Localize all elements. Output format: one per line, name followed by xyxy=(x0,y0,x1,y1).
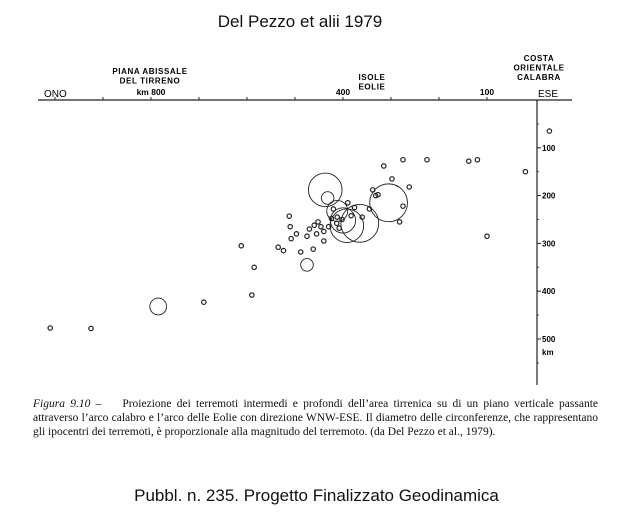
hypocenter-point xyxy=(88,325,94,332)
hypocenter-point xyxy=(249,292,255,298)
hypocenter-point xyxy=(320,228,327,235)
x-tick-label: 400 xyxy=(336,87,350,97)
x-tick-label: km 800 xyxy=(137,87,166,97)
hypocenter-point xyxy=(313,231,320,237)
hypocenter-point xyxy=(310,246,317,252)
y-tick-label: 300 xyxy=(542,239,556,248)
hypocenter-point xyxy=(380,163,387,169)
hypocenter-point xyxy=(286,213,293,219)
hypocenter-point xyxy=(369,183,408,223)
x-tick-label: 100 xyxy=(480,87,494,97)
hypocenter-point xyxy=(280,247,287,254)
caption-text: Proiezione dei terremoti intermedi e pro… xyxy=(33,398,599,438)
hypocenter-point xyxy=(424,156,430,163)
direction-left-label: ONO xyxy=(44,89,67,100)
hypocenter-point xyxy=(333,220,340,227)
footer-title: Pubbl. n. 235. Progetto Finalizzato Geod… xyxy=(134,486,499,505)
hypocenter-point xyxy=(334,214,341,220)
hypocenter-point xyxy=(400,156,406,163)
hypocenter-point xyxy=(406,184,413,190)
hypocenter-point xyxy=(400,203,406,209)
hypocenter-point xyxy=(300,258,314,272)
hypocenter-point xyxy=(238,242,245,249)
hypocenter-point xyxy=(396,219,403,225)
y-tick-label: 500 xyxy=(542,335,556,344)
hypocenter-point xyxy=(344,199,351,206)
hypocenter-point xyxy=(297,249,304,255)
region-label: EOLIE xyxy=(358,83,385,92)
caption-figure-number: Figura 9.10 – xyxy=(33,398,102,410)
hypocenter-point xyxy=(339,216,345,223)
hypocenter-point xyxy=(306,226,313,232)
y-tick-label: 100 xyxy=(542,144,556,153)
hypocenter-point xyxy=(348,212,354,219)
figure-caption: Figura 9.10 – Proiezione dei terremoti i… xyxy=(33,397,598,439)
y-unit-label: km xyxy=(542,348,554,357)
hypocenter-point xyxy=(484,233,490,240)
direction-right-label: ESE xyxy=(538,89,558,100)
hypocenter-point xyxy=(251,264,258,271)
hypocenter-point xyxy=(288,235,294,242)
hypocenter-point xyxy=(330,206,337,212)
hypocenter-point xyxy=(351,204,358,211)
hypocenter-point xyxy=(315,219,321,225)
hypocenter-point xyxy=(275,244,282,251)
hypocenter-point xyxy=(389,176,395,182)
hypocenter-point xyxy=(325,223,332,230)
hypocenter-point xyxy=(201,299,207,305)
y-tick-label: 200 xyxy=(542,192,556,201)
hypocenter-point xyxy=(320,191,335,205)
hypocenter-point xyxy=(522,168,529,175)
hypocenter-point xyxy=(149,297,168,316)
region-label: ORIENTALE xyxy=(513,64,564,73)
hypocenter-point xyxy=(304,233,310,240)
hypocenter-point xyxy=(307,172,343,208)
hypocenter-point xyxy=(340,203,380,243)
region-label: COSTA xyxy=(524,54,554,63)
hypocenter-point xyxy=(375,191,381,198)
region-label: PIANA ABISSALE xyxy=(112,67,187,76)
chart-points xyxy=(47,128,553,332)
hypocenter-point xyxy=(293,231,300,237)
hypocenter-point xyxy=(546,128,553,134)
region-label: ISOLE xyxy=(358,73,385,82)
hypocenter-point xyxy=(318,223,324,230)
hypocenter-point xyxy=(287,223,294,230)
hypocenter-point xyxy=(328,215,335,222)
region-label: CALABRA xyxy=(517,73,561,82)
region-label: DEL TIRRENO xyxy=(120,77,181,86)
hypocenter-point xyxy=(336,225,342,231)
hypocenter-point xyxy=(320,238,327,244)
hypocenter-point xyxy=(465,158,472,164)
chart-axes xyxy=(38,97,572,385)
header-title: Del Pezzo et alii 1979 xyxy=(217,12,383,31)
hypocenter-point xyxy=(474,156,481,163)
hypocenter-point xyxy=(47,325,54,331)
y-tick-label: 400 xyxy=(542,287,556,296)
hypocenter-point xyxy=(311,222,318,229)
